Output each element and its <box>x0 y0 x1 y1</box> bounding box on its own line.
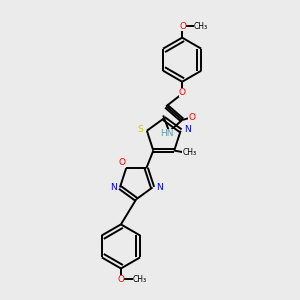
Text: N: N <box>110 183 117 192</box>
Text: CH₃: CH₃ <box>194 22 208 31</box>
Text: O: O <box>117 275 124 284</box>
Text: CH₃: CH₃ <box>133 275 147 284</box>
Text: O: O <box>178 88 186 97</box>
Text: O: O <box>188 113 195 122</box>
Text: N: N <box>156 183 163 192</box>
Text: S: S <box>137 125 143 134</box>
Text: HN: HN <box>160 129 174 138</box>
Text: N: N <box>184 125 191 134</box>
Text: CH₃: CH₃ <box>182 148 197 157</box>
Text: O: O <box>119 158 126 167</box>
Text: O: O <box>179 22 186 31</box>
